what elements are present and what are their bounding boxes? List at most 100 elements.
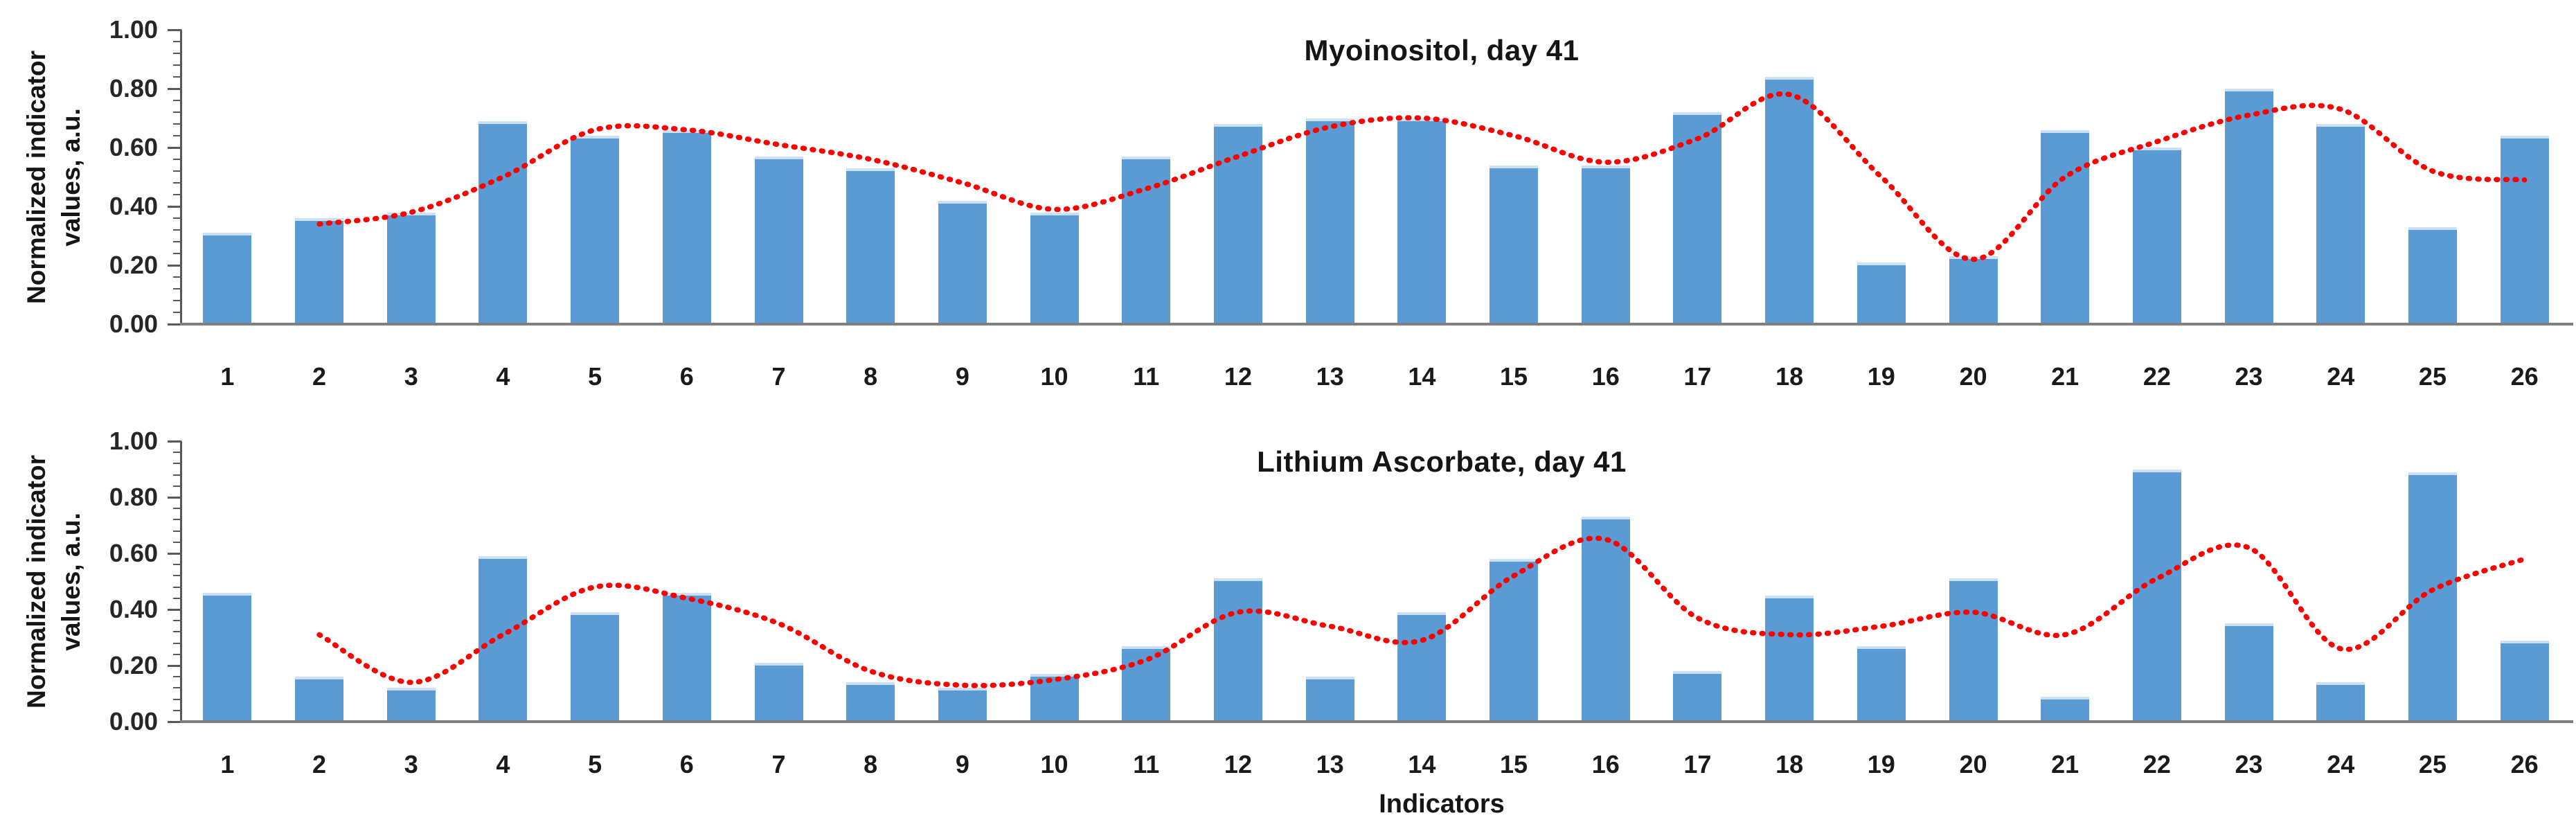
x-tick-label: 2 [312,362,327,391]
bar-indicator-8 [846,682,895,722]
bar-indicator-24 [2316,682,2365,722]
y-major-tick [168,87,181,90]
bar-indicator-23 [2224,623,2273,722]
bar-indicator-17 [1673,671,1722,722]
x-tick-label: 9 [955,362,969,391]
y-minor-tick [173,508,181,510]
x-tick-label: 4 [496,750,510,778]
y-tick-label: 0.20 [109,251,158,279]
x-tick-label: 10 [1040,362,1068,391]
x-tick-label: 8 [864,750,878,778]
y-minor-tick [173,642,181,644]
x-tick-label: 7 [771,750,786,778]
bar-indicator-9 [938,688,987,722]
y-minor-tick [173,241,181,242]
chart-title: Myoinositol, day 41 [1304,34,1580,66]
x-tick-label: 15 [1500,750,1528,778]
y-minor-tick [173,312,181,313]
bar-indicator-16 [1581,165,1630,324]
x-tick-label: 3 [404,362,418,391]
x-tick-label: 13 [1316,750,1344,778]
y-minor-tick [173,253,181,254]
y-tick-label: 0.00 [109,310,158,338]
y-major-tick [168,146,181,149]
y-tick-label: 0.40 [109,595,158,623]
bar-indicator-18 [1765,77,1814,324]
x-tick-label: 25 [2418,362,2447,391]
bar-indicator-13 [1305,118,1354,324]
y-minor-tick [173,276,181,278]
bar-indicator-9 [938,200,987,324]
x-tick-label: 26 [2510,750,2539,778]
bar-indicator-21 [2041,130,2090,324]
bar-indicator-25 [2408,226,2457,324]
x-tick-label: 13 [1316,362,1344,391]
y-major-tick [168,664,181,667]
y-tick-label: 0.40 [109,192,158,220]
y-tick-label: 0.00 [109,707,158,736]
bar-indicator-23 [2224,89,2273,324]
y-tick-label: 1.00 [109,15,158,44]
x-tick-label: 24 [2327,362,2355,391]
y-minor-tick [173,620,181,622]
y-minor-tick [173,41,181,42]
bar-indicator-22 [2132,469,2181,722]
y-minor-tick [173,170,181,172]
x-tick-label: 19 [1867,362,1895,391]
y-minor-tick [173,135,181,136]
x-tick-label: 7 [771,362,786,391]
y-minor-tick [173,112,181,113]
bar-indicator-16 [1581,517,1630,722]
y-major-tick [168,323,181,326]
y-major-tick [168,552,181,555]
bar-indicator-26 [2500,640,2549,722]
x-tick-label: 19 [1867,750,1895,778]
x-tick-label: 12 [1224,362,1252,391]
y-axis-title-line2: values, a.u. [57,512,85,651]
trend-line [316,91,2528,262]
x-tick-label: 4 [496,362,510,391]
bar-indicator-1 [203,233,252,324]
x-tick-label: 21 [2051,750,2079,778]
x-tick-label: 17 [1683,362,1712,391]
y-minor-tick [173,53,181,54]
x-tick-label: 26 [2510,362,2539,391]
bar-indicator-6 [662,592,711,722]
y-minor-tick [173,76,181,78]
x-tick-label: 22 [2143,750,2171,778]
bar-indicator-4 [478,121,528,324]
x-tick-label: 10 [1040,750,1068,778]
x-tick-label: 11 [1133,362,1160,391]
x-tick-label: 22 [2143,362,2171,391]
y-axis-line [180,30,182,324]
y-major-tick [168,496,181,499]
y-minor-tick [173,709,181,711]
bar-indicator-22 [2132,148,2181,324]
x-tick-label: 2 [312,750,327,778]
y-tick-label: 0.60 [109,133,158,161]
x-tick-label: 9 [955,750,969,778]
y-tick-label: 0.60 [109,539,158,567]
y-major-tick [168,608,181,611]
x-tick-label: 5 [588,362,602,391]
y-minor-tick [173,485,181,487]
y-minor-tick [173,452,181,454]
x-tick-label: 11 [1133,750,1160,778]
y-axis-line [180,441,182,722]
bar-indicator-2 [295,677,344,722]
bar-indicator-20 [1949,578,1998,722]
y-minor-tick [173,698,181,700]
dotted-trend-path [316,91,2528,262]
x-tick-label: 18 [1776,362,1804,391]
y-minor-tick [173,631,181,633]
y-minor-tick [173,182,181,184]
bar-indicator-10 [1030,212,1079,324]
bar-indicator-21 [2041,696,2090,722]
x-tick-label: 1 [220,750,235,778]
bar-indicator-24 [2316,124,2365,324]
x-axis-title: Indicators [1379,790,1505,819]
chart-title: Lithium Ascorbate, day 41 [1257,445,1627,478]
x-tick-label: 24 [2327,750,2355,778]
x-axis-line [180,720,2573,723]
bar-indicator-14 [1397,118,1447,324]
